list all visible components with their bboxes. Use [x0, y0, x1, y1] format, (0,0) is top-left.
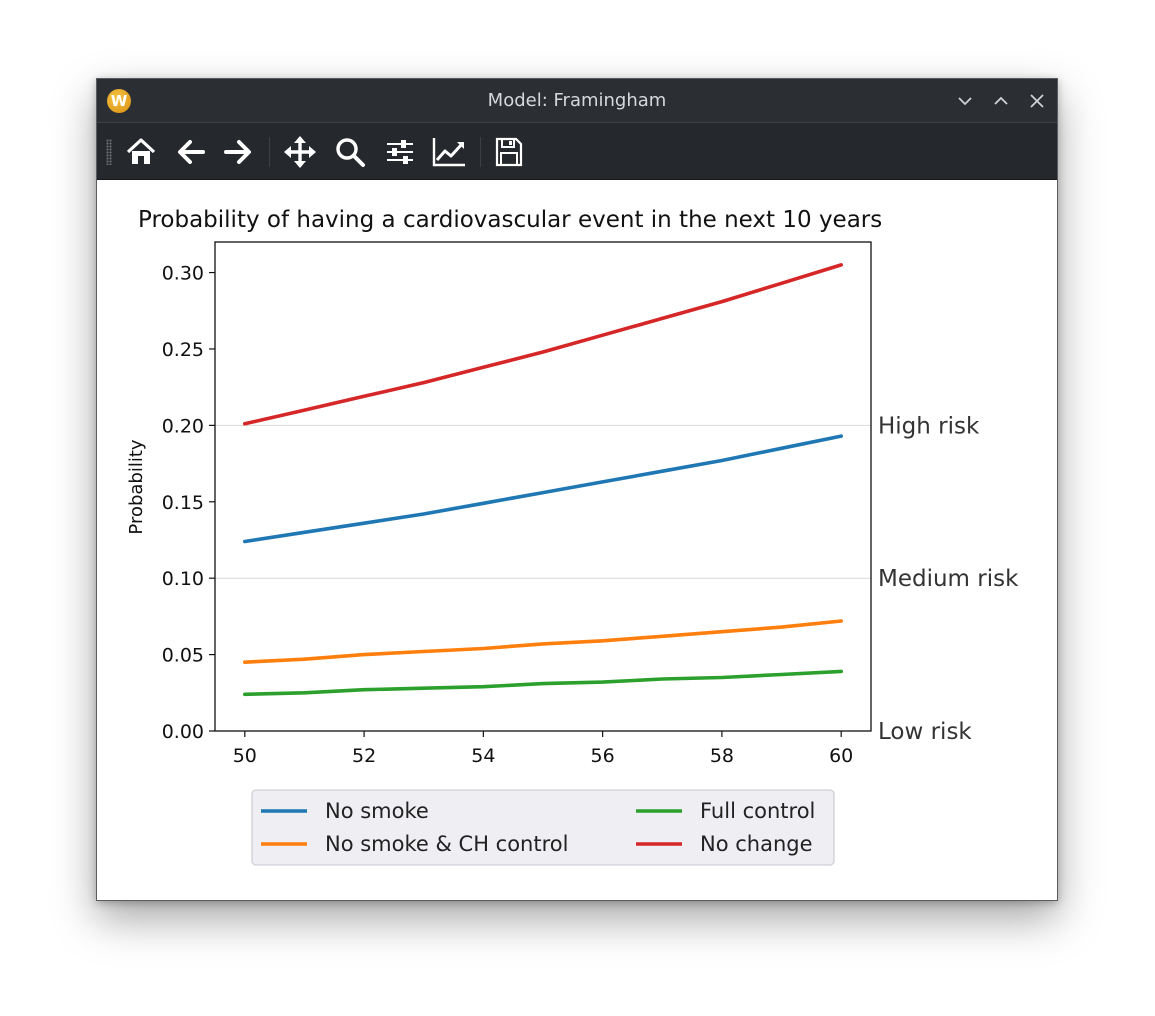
toolbar-separator	[480, 137, 481, 167]
y-tick-label: 0.25	[162, 339, 204, 361]
y-tick-label: 0.10	[162, 568, 204, 590]
home-button[interactable]	[122, 134, 160, 170]
line-chart-icon	[432, 138, 465, 167]
y-tick-label: 0.20	[162, 415, 204, 437]
risk-label: Low risk	[878, 719, 972, 745]
navigation-toolbar	[97, 123, 1057, 180]
app-icon: W	[107, 89, 131, 113]
legend-box	[251, 789, 835, 866]
title-bar[interactable]: W Model: Framingham	[97, 79, 1057, 123]
toolbar-grip[interactable]	[106, 139, 112, 165]
forward-button[interactable]	[219, 134, 257, 170]
arrow-left-icon	[178, 140, 205, 164]
x-tick-label: 52	[352, 745, 376, 767]
edit-axis-button[interactable]	[430, 134, 468, 170]
window-title: Model: Framingham	[487, 90, 667, 111]
y-axis-label: Probability	[126, 439, 147, 534]
x-tick-label: 54	[471, 745, 495, 767]
x-tick-label: 56	[591, 745, 615, 767]
y-tick-label: 0.15	[162, 492, 204, 514]
legend: No smoke No smoke & CH control Full cont…	[251, 789, 835, 866]
minimize-button[interactable]	[952, 88, 978, 114]
pan-button[interactable]	[281, 134, 319, 170]
legend-entry: No smoke & CH control	[325, 832, 568, 856]
zoom-button[interactable]	[331, 134, 369, 170]
series-line	[243, 619, 844, 665]
app-window: W Model: Framingham	[96, 78, 1058, 901]
save-icon	[495, 137, 523, 167]
home-icon	[126, 138, 156, 164]
legend-entry: Full control	[700, 799, 815, 823]
close-button[interactable]	[1024, 88, 1050, 114]
series-line	[243, 669, 844, 697]
chevron-down-icon	[958, 97, 972, 106]
y-tick-label: 0.30	[162, 263, 204, 285]
move-icon	[284, 136, 316, 168]
series-line	[243, 263, 844, 426]
legend-entry: No smoke	[325, 799, 429, 823]
figure-canvas[interactable]: Probability of having a cardiovascular e…	[97, 180, 1058, 901]
arrow-right-icon	[224, 140, 251, 164]
toolbar-separator	[269, 137, 270, 167]
back-button[interactable]	[172, 134, 210, 170]
chart-title: Probability of having a cardiovascular e…	[138, 207, 882, 233]
x-tick-label: 60	[829, 745, 853, 767]
series-line	[243, 434, 844, 544]
y-tick-label: 0.00	[162, 721, 204, 743]
configure-subplots-button[interactable]	[381, 134, 419, 170]
chevron-up-icon	[994, 96, 1008, 105]
save-button[interactable]	[490, 134, 528, 170]
x-tick-label: 58	[710, 745, 734, 767]
risk-label: Medium risk	[878, 566, 1019, 592]
y-tick-label: 0.05	[162, 645, 204, 667]
chart[interactable]: Probability of having a cardiovascular e…	[97, 180, 1058, 901]
magnifier-icon	[336, 138, 365, 167]
risk-label: High risk	[878, 413, 980, 439]
maximize-button[interactable]	[988, 88, 1014, 114]
legend-entry: No change	[700, 832, 813, 856]
sliders-icon	[387, 140, 413, 164]
plot-area-frame	[214, 241, 872, 732]
app-icon-letter: W	[110, 92, 128, 110]
x-tick-label: 50	[233, 745, 257, 767]
close-icon	[1030, 94, 1044, 108]
